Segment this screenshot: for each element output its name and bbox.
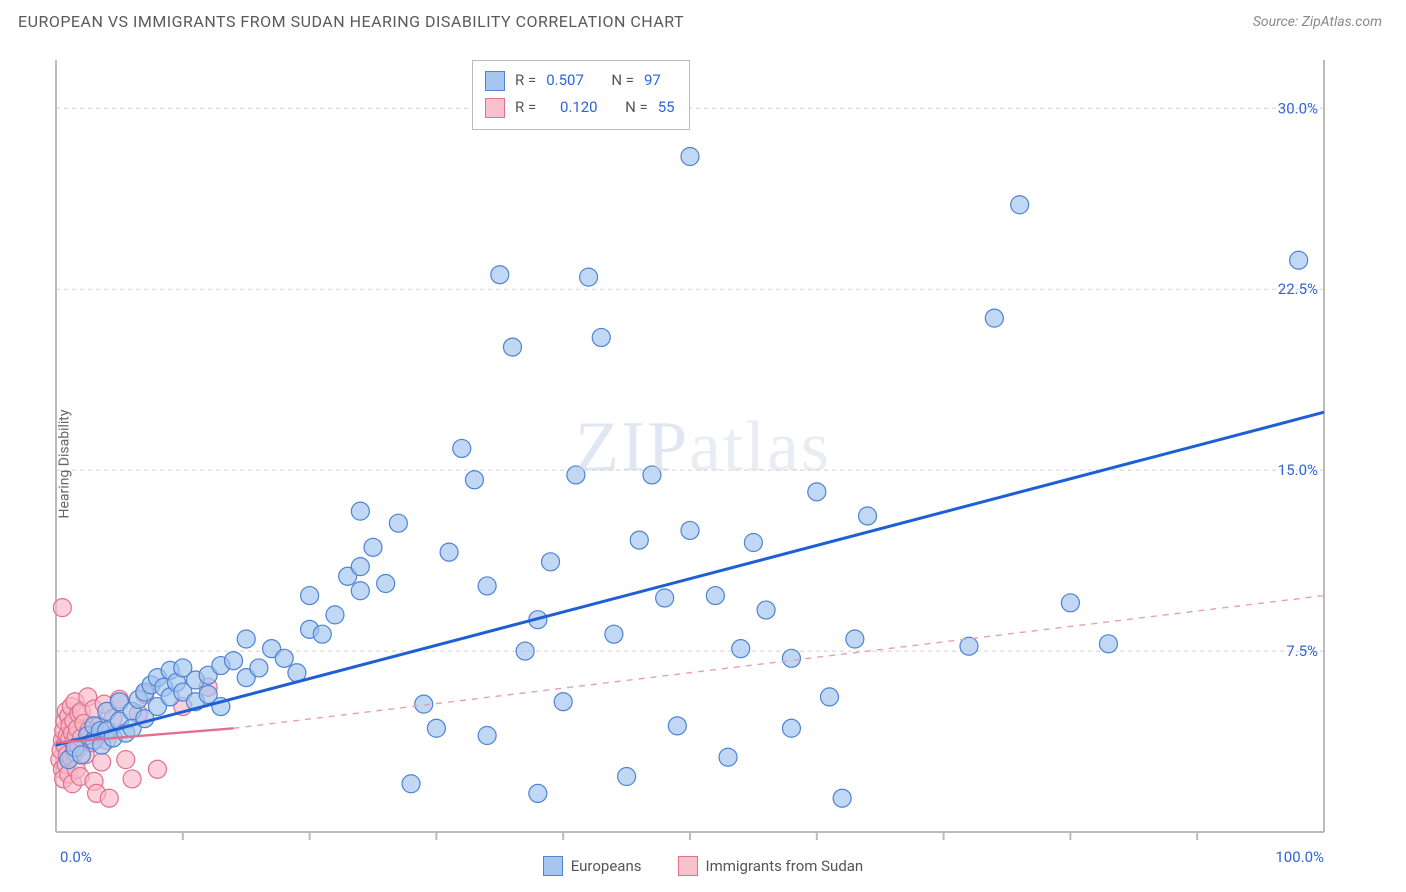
legend-row-pink: R = 0.120 N = 55 <box>485 94 675 121</box>
swatch-pink-icon <box>485 98 505 118</box>
stat-n-label: N = <box>611 67 634 94</box>
stat-r-label: R = <box>515 94 536 121</box>
series-legend: Europeans Immigrants from Sudan <box>18 856 1388 876</box>
legend-label: Immigrants from Sudan <box>706 857 864 875</box>
stat-n-blue: 97 <box>644 67 661 94</box>
stat-n-label: N = <box>625 94 648 121</box>
svg-text:7.5%: 7.5% <box>1286 642 1318 660</box>
chart-area: Hearing Disability 7.5% 15.0% 22.5% 30.0% 0.… <box>18 46 1388 882</box>
legend-item: Immigrants from Sudan <box>678 856 864 876</box>
swatch-blue-icon <box>485 71 505 91</box>
svg-text:15.0%: 15.0% <box>1278 461 1318 479</box>
stat-r-pink: 0.120 <box>560 94 598 121</box>
correlation-legend: R = 0.507 N = 97 R = 0.120 N = 55 <box>472 60 690 130</box>
legend-item: Europeans <box>543 856 642 876</box>
legend-label: Europeans <box>571 857 642 875</box>
source-attribution: Source: ZipAtlas.com <box>1253 14 1382 30</box>
stat-r-label: R = <box>515 67 536 94</box>
scatter-chart: 7.5%15.0%22.5%30.0%0.0%100.0% <box>18 46 1388 882</box>
stat-r-blue: 0.507 <box>546 67 584 94</box>
legend-row-blue: R = 0.507 N = 97 <box>485 67 675 94</box>
chart-title: EUROPEAN VS IMMIGRANTS FROM SUDAN HEARIN… <box>18 12 684 31</box>
svg-text:22.5%: 22.5% <box>1278 280 1318 298</box>
stat-n-pink: 55 <box>658 94 675 121</box>
y-axis-label: Hearing Disability <box>56 410 72 519</box>
swatch-pink-icon <box>678 856 698 876</box>
swatch-blue-icon <box>543 856 563 876</box>
svg-text:30.0%: 30.0% <box>1278 99 1318 117</box>
